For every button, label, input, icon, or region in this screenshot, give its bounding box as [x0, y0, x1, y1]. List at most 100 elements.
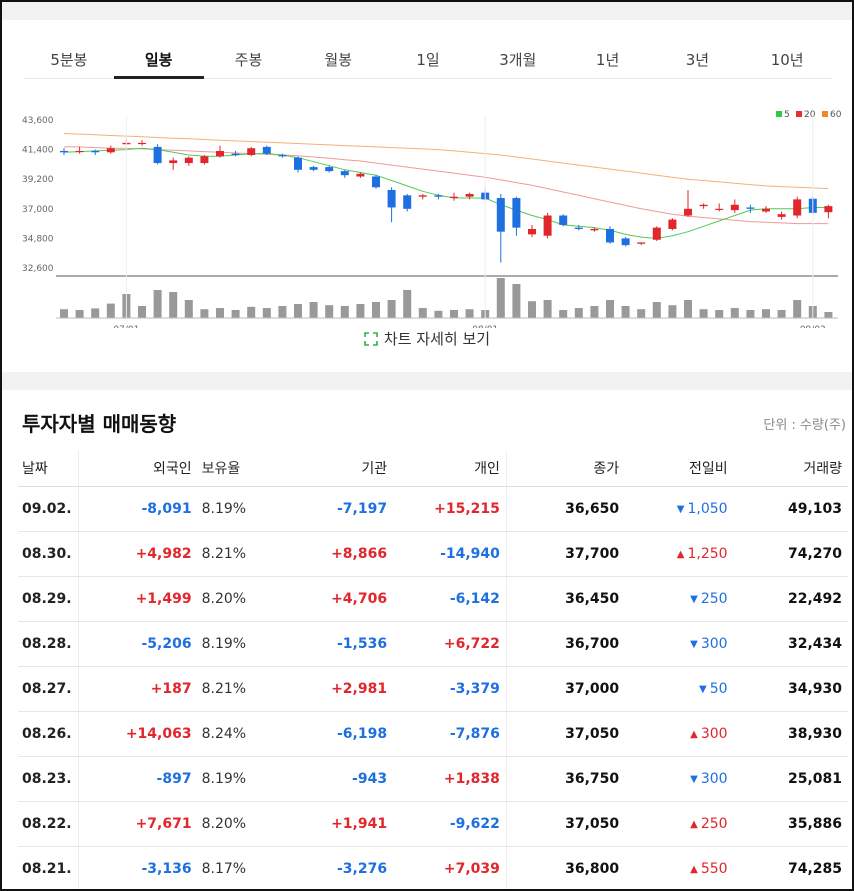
cell-date: 08.29. — [18, 576, 79, 622]
header-date: 날짜 — [18, 450, 79, 487]
up-arrow-icon: ▲ — [676, 549, 685, 560]
y-tick-label: 34,800 — [22, 234, 54, 244]
y-tick-label: 43,600 — [22, 116, 54, 126]
legend-label: 5 — [784, 110, 790, 120]
tab-1[interactable]: 일봉 — [113, 42, 204, 79]
volume-bar — [684, 300, 692, 318]
cell-institution: +8,866 — [272, 531, 394, 577]
cell-foreign: -897 — [77, 756, 198, 802]
cell-close: 36,800 — [505, 846, 626, 889]
cell-volume: 22,492 — [733, 576, 848, 622]
volume-bar — [418, 308, 427, 318]
cell-date: 08.27. — [18, 666, 79, 712]
section-title: 투자자별 매매동향 — [22, 412, 177, 436]
cell-individual: +7,039 — [393, 846, 507, 889]
legend-label: 20 — [804, 110, 816, 120]
cell-ratio: 8.19% — [197, 756, 273, 802]
legend-label: 60 — [830, 110, 842, 120]
tab-5[interactable]: 3개월 — [499, 51, 537, 69]
candle-body — [278, 154, 287, 157]
volume-bar — [590, 306, 599, 318]
table-row: 08.28. -5,206 8.19% -1,536 +6,722 36,700 ▼ 300 3… — [18, 621, 848, 667]
cell-individual: +6,722 — [393, 621, 507, 667]
candle-body — [762, 208, 770, 212]
volume-bar — [75, 310, 84, 318]
volume-bar — [60, 309, 68, 318]
cell-ratio: 8.19% — [197, 486, 273, 532]
candle-body — [606, 228, 614, 243]
cell-date: 08.23. — [18, 756, 79, 802]
x-tick-label: 09/02 — [800, 325, 826, 328]
volume-bar — [621, 306, 630, 318]
candle-body — [730, 204, 739, 211]
change-value: 300 — [700, 726, 728, 742]
cell-ratio: 8.20% — [197, 576, 273, 622]
y-tick-label: 37,000 — [22, 205, 54, 215]
candle-body — [403, 195, 412, 209]
volume-bar — [699, 309, 708, 318]
volume-bar — [169, 292, 178, 318]
tab-0[interactable]: 5분봉 — [50, 51, 88, 69]
cell-foreign: -3,136 — [77, 846, 198, 889]
investor-trend-panel: 투자자별 매매동향 단위 : 수량(주) 날짜 외국인 보유율 기관 개인 종가… — [2, 390, 852, 889]
cell-institution: -3,276 — [272, 846, 394, 889]
cell-institution: +4,706 — [272, 576, 394, 622]
change-value: 300 — [700, 636, 728, 652]
candle-body — [824, 206, 833, 213]
volume-bar — [262, 308, 271, 318]
volume-bar — [138, 306, 146, 318]
x-tick-label: 07/01 — [113, 325, 139, 328]
volume-bar — [184, 300, 193, 318]
cell-individual: +1,838 — [393, 756, 507, 802]
candle-body — [247, 148, 256, 155]
volume-bar — [465, 309, 474, 318]
candle-body — [91, 150, 100, 153]
cell-foreign: -5,206 — [77, 621, 198, 667]
legend-swatch — [776, 111, 782, 117]
chart-detail-link[interactable]: 차트 자세히 보기 — [2, 328, 852, 349]
candle-body — [684, 208, 692, 216]
change-value: 1,050 — [687, 501, 728, 517]
cell-ratio: 8.17% — [197, 846, 273, 889]
volume-bar — [730, 308, 739, 318]
tab-6[interactable]: 1년 — [595, 51, 620, 69]
volume-bars — [60, 278, 833, 318]
cell-change: ▲ 250 — [625, 801, 734, 847]
cell-change: ▲ 300 — [625, 711, 734, 757]
cell-volume: 34,930 — [733, 666, 848, 712]
cell-ratio: 8.21% — [197, 666, 273, 712]
change-value: 550 — [700, 861, 728, 877]
volume-bar — [715, 310, 724, 318]
candle-body — [75, 150, 84, 153]
volume-bar — [512, 284, 521, 318]
header-close: 종가 — [505, 450, 626, 487]
volume-bar — [574, 308, 583, 318]
cell-close: 37,050 — [505, 801, 626, 847]
candle-body — [699, 204, 708, 207]
candle-body — [372, 176, 380, 188]
volume-bar — [450, 310, 458, 318]
moving-average-lines — [63, 133, 829, 239]
candle-body — [793, 199, 802, 216]
cell-change: ▼ 300 — [625, 756, 734, 802]
cell-foreign: -8,091 — [77, 486, 198, 532]
table-row: 09.02. -8,091 8.19% -7,197 +15,215 36,650 ▼ 1,0… — [18, 486, 848, 532]
cell-volume: 35,886 — [733, 801, 848, 847]
volume-bar — [387, 300, 396, 318]
volume-bar — [153, 290, 162, 318]
change-value: 250 — [700, 816, 728, 832]
tab-4[interactable]: 1일 — [416, 51, 440, 69]
candle-body — [184, 157, 193, 164]
tab-8[interactable]: 10년 — [770, 51, 804, 69]
tab-3[interactable]: 월봉 — [324, 51, 353, 69]
cell-ratio: 8.20% — [197, 801, 273, 847]
candle-body — [294, 157, 302, 170]
header-volume: 거래량 — [733, 450, 848, 487]
volume-bar — [278, 306, 287, 318]
tab-2[interactable]: 주봉 — [234, 51, 263, 69]
ma60-line — [63, 133, 829, 190]
change-value: 50 — [709, 681, 728, 697]
up-arrow-icon: ▲ — [690, 729, 698, 740]
tab-7[interactable]: 3년 — [685, 51, 710, 69]
